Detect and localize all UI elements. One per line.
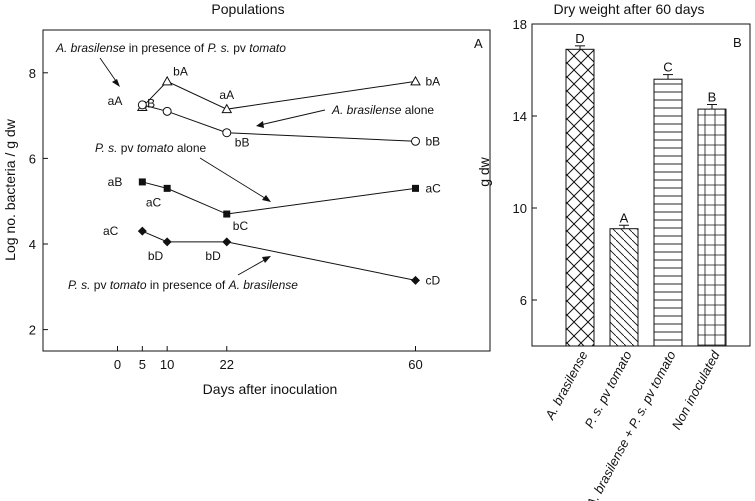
significance-letter: C: [663, 60, 672, 75]
marker-abr_alone: [137, 100, 147, 110]
marker-abr_alone: [222, 128, 232, 138]
y-tick-label: 14: [513, 109, 527, 124]
y-tick-label: 18: [513, 17, 527, 32]
panel-b-bars: D A C B: [565, 31, 727, 347]
point-label-ps_alone: aC: [426, 181, 442, 195]
panel-a: Populations A Log no. bacteria / g dw Da…: [2, 1, 491, 397]
y-tick-label: 8: [29, 66, 36, 81]
bar-horizontal: [653, 78, 683, 347]
bar-crosshatch: [565, 48, 595, 347]
panel-a-ylabel: Log no. bacteria / g dw: [2, 118, 18, 261]
point-label-abr_ps: bA: [173, 64, 188, 78]
marker-ps_alone: [163, 184, 171, 192]
significance-letter: A: [620, 210, 629, 225]
panel-a-x-axis: 0 5 10 22 60: [114, 346, 423, 372]
bar-diagonal: [609, 228, 639, 347]
significance-letter: D: [575, 31, 584, 46]
point-label-ps_abr: cD: [426, 273, 441, 287]
x-tick-label: 0: [114, 357, 121, 372]
marker-abr_ps: [410, 75, 421, 86]
bar-grid: [697, 108, 727, 347]
point-label-abr_ps: aA: [219, 88, 234, 102]
marker-ps_abr: [222, 237, 232, 247]
marker-abr_alone: [411, 136, 420, 146]
arrow-ps-alone: [199, 157, 269, 201]
panel-b-y-axis: 6 10 14 18: [513, 17, 537, 308]
panel-b-letter: B: [733, 35, 742, 50]
series-line-abr_ps: [141, 80, 416, 110]
arrowhead-abr-alone: [256, 121, 264, 128]
panel-a-title: Populations: [211, 1, 284, 17]
arrowhead-ps-abr: [262, 256, 271, 263]
y-tick-label: 10: [513, 201, 527, 216]
panel-a-arrow-heads: [112, 79, 271, 263]
x-category-label: P. s. pv tomato: [581, 348, 634, 430]
arrowhead-abr-ps: [112, 79, 120, 87]
y-tick-label: 6: [29, 151, 36, 166]
x-tick-label: 22: [220, 357, 234, 372]
annotation-abr-alone: A. brasilense alone: [331, 103, 434, 117]
point-label-ps_alone: aB: [108, 175, 123, 189]
panel-a-markers: [136, 75, 421, 285]
panel-a-y-axis: 2 4 6 8: [29, 66, 48, 338]
panel-a-annotation-arrows: [99, 57, 326, 276]
panel-b-title: Dry weight after 60 days: [554, 1, 705, 17]
y-tick-label: 6: [520, 293, 527, 308]
annotation-ps-alone: P. s. pv tomato alone: [95, 141, 207, 155]
arrow-abr-ps: [99, 57, 119, 85]
panel-b-frame: [531, 23, 751, 347]
series-line-ps_alone: [142, 181, 416, 215]
point-label-abr_ps: aA: [108, 94, 123, 108]
arrow-ps-abr: [237, 257, 269, 276]
x-tick-label: 60: [408, 357, 422, 372]
point-label-abr_alone: bB: [426, 134, 441, 148]
point-label-ps_alone: aC: [146, 195, 162, 209]
x-tick-label: 5: [139, 357, 146, 372]
panel-a-xlabel: Days after inoculation: [203, 381, 338, 397]
marker-ps_alone: [223, 210, 231, 218]
marker-ps_alone: [138, 178, 146, 186]
x-category-label: Non inoculated: [669, 348, 723, 432]
series-line-ps_abr: [142, 230, 416, 281]
point-label-ps_abr: aC: [103, 224, 119, 238]
marker-ps_abr: [162, 237, 172, 247]
point-label-ps_alone: bC: [233, 219, 249, 233]
annotation-abr-in-presence-ps: A. brasilense in presence of P. s. pv to…: [55, 41, 286, 55]
marker-abr_alone: [162, 106, 172, 116]
point-label-abr_ps: bA: [426, 74, 441, 88]
marker-abr_ps: [221, 103, 233, 114]
arrowhead-ps-alone: [262, 195, 271, 202]
annotation-ps-in-presence-abr: P. s. pv tomato in presence of A. brasil…: [68, 278, 298, 292]
point-label-abr_alone: bB: [235, 136, 250, 150]
marker-ps_abr: [411, 275, 420, 285]
panel-b-ylabel: g dw: [476, 156, 492, 186]
y-tick-label: 2: [29, 323, 36, 338]
y-tick-label: 4: [29, 237, 36, 252]
significance-letter: B: [708, 90, 717, 105]
marker-ps_alone: [412, 184, 419, 192]
x-tick-label: 10: [160, 357, 174, 372]
marker-ps_abr: [137, 226, 147, 236]
arrow-abr-alone: [259, 109, 326, 126]
panel-a-series-lines: [141, 80, 416, 281]
panel-b: Dry weight after 60 days B g dw 6101418 …: [476, 1, 751, 501]
panel-a-frame: [42, 29, 491, 352]
panel-a-letter: A: [474, 36, 483, 51]
point-label-ps_abr: bD: [148, 249, 164, 263]
point-label-ps_abr: bD: [205, 249, 221, 263]
x-category-label: A. brasilense: [542, 348, 591, 422]
marker-abr_ps: [161, 75, 173, 86]
series-line-abr_alone: [142, 104, 416, 142]
